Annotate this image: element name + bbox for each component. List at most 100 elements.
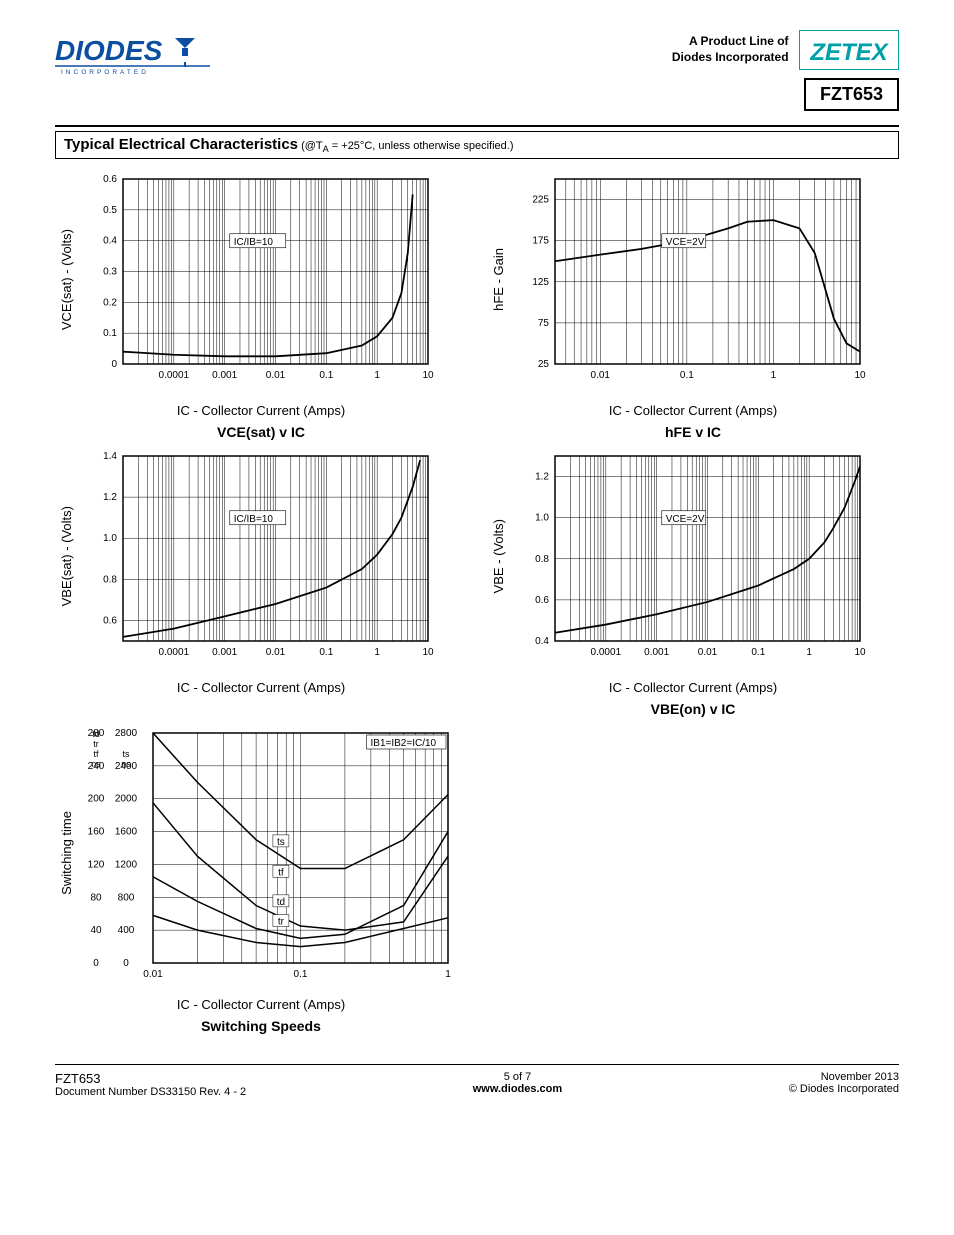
svg-text:ts: ts — [277, 837, 285, 848]
svg-text:1600: 1600 — [115, 827, 138, 838]
chart2-ylabel: hFE - Gain — [487, 248, 510, 311]
chart1-ylabel: VCE(sat) - (Volts) — [55, 229, 78, 330]
chart4-ylabel: VBE - (Volts) — [487, 519, 510, 593]
svg-text:25: 25 — [538, 359, 550, 370]
section-header: Typical Electrical Characteristics (@TA … — [55, 131, 899, 159]
svg-text:tr: tr — [278, 917, 285, 928]
svg-text:80: 80 — [90, 892, 102, 903]
svg-text:0.01: 0.01 — [266, 647, 286, 658]
svg-text:tf: tf — [93, 749, 99, 759]
svg-text:0.1: 0.1 — [751, 647, 765, 658]
svg-text:DIODES: DIODES — [55, 35, 163, 66]
section-title: Typical Electrical Characteristics — [64, 136, 298, 153]
chart3-ylabel: VBE(sat) - (Volts) — [55, 506, 78, 606]
footer: FZT653 Document Number DS33150 Rev. 4 - … — [55, 1064, 899, 1098]
header-rule — [55, 125, 899, 127]
svg-text:0.4: 0.4 — [535, 636, 549, 647]
chart-vbesat-ic: VBE(sat) - (Volts) 0.00010.0010.010.1110… — [55, 446, 467, 717]
svg-text:1.0: 1.0 — [103, 533, 117, 544]
svg-text:IB1=IB2=IC/10: IB1=IB2=IC/10 — [371, 738, 437, 749]
svg-text:1: 1 — [771, 370, 777, 381]
svg-text:10: 10 — [422, 370, 434, 381]
chart-vcesat-ic: VCE(sat) - (Volts) 0.00010.0010.010.1110… — [55, 169, 467, 440]
zetex-logo: ZETEX — [799, 30, 899, 70]
svg-text:0.1: 0.1 — [319, 647, 333, 658]
svg-text:VCE=2V: VCE=2V — [666, 514, 705, 525]
chart-switching: Switching time 0.010.11tdtrtfnstsns00404… — [55, 723, 467, 1034]
chart3-xlabel: IC - Collector Current (Amps) — [55, 680, 467, 695]
svg-text:td: td — [277, 897, 285, 908]
svg-text:1.2: 1.2 — [535, 472, 549, 483]
svg-text:tr: tr — [93, 739, 99, 749]
chart2-xlabel: IC - Collector Current (Amps) — [487, 403, 899, 418]
svg-text:0.2: 0.2 — [103, 298, 117, 309]
svg-text:0.001: 0.001 — [212, 370, 237, 381]
svg-text:0.3: 0.3 — [103, 267, 117, 278]
svg-text:ts: ts — [122, 749, 130, 759]
svg-text:1: 1 — [374, 370, 380, 381]
svg-text:0: 0 — [111, 359, 117, 370]
tagline-line2: Diodes Incorporated — [672, 50, 789, 64]
svg-text:0.001: 0.001 — [212, 647, 237, 658]
svg-text:0.4: 0.4 — [103, 236, 117, 247]
footer-url: www.diodes.com — [473, 1083, 562, 1095]
diodes-subtext: INCORPORATED — [61, 69, 149, 76]
svg-text:160: 160 — [88, 827, 105, 838]
svg-text:1.4: 1.4 — [103, 451, 117, 462]
chart-hfe-ic: hFE - Gain 0.010.11102575125175225VCE=2V… — [487, 169, 899, 440]
svg-text:10: 10 — [854, 647, 866, 658]
svg-text:40: 40 — [90, 925, 102, 936]
footer-date: November 2013 — [821, 1071, 899, 1083]
chart2-title: hFE v IC — [487, 424, 899, 440]
footer-copy: © Diodes Incorporated — [789, 1083, 899, 1095]
svg-text:ZETEX: ZETEX — [809, 39, 889, 66]
tagline: A Product Line of Diodes Incorporated — [672, 34, 789, 65]
svg-text:0.01: 0.01 — [591, 370, 611, 381]
svg-text:10: 10 — [854, 370, 866, 381]
footer-doc: Document Number DS33150 Rev. 4 - 2 — [55, 1086, 246, 1098]
svg-text:800: 800 — [118, 892, 135, 903]
svg-text:1: 1 — [445, 969, 451, 980]
svg-text:IC/IB=10: IC/IB=10 — [234, 514, 274, 525]
chart5-xlabel: IC - Collector Current (Amps) — [55, 997, 467, 1012]
chart-vbeon-ic: VBE - (Volts) 0.00010.0010.010.11100.40.… — [487, 446, 899, 717]
chart4-xlabel: IC - Collector Current (Amps) — [487, 680, 899, 695]
footer-part: FZT653 — [55, 1071, 101, 1086]
svg-text:175: 175 — [532, 236, 549, 247]
tagline-line1: A Product Line of — [689, 34, 789, 48]
svg-text:0.1: 0.1 — [680, 370, 694, 381]
svg-text:0.0001: 0.0001 — [159, 647, 190, 658]
svg-text:0.001: 0.001 — [644, 647, 669, 658]
svg-text:400: 400 — [118, 925, 135, 936]
chart1-title: VCE(sat) v IC — [55, 424, 467, 440]
footer-left: FZT653 Document Number DS33150 Rev. 4 - … — [55, 1071, 246, 1098]
svg-text:0.1: 0.1 — [294, 969, 308, 980]
svg-text:0.6: 0.6 — [535, 595, 549, 606]
svg-text:1.2: 1.2 — [103, 492, 117, 503]
svg-text:tf: tf — [278, 867, 284, 878]
svg-text:0.01: 0.01 — [698, 647, 718, 658]
svg-text:10: 10 — [422, 647, 434, 658]
svg-text:0.1: 0.1 — [319, 370, 333, 381]
svg-text:1: 1 — [806, 647, 812, 658]
part-number-box: FZT653 — [804, 78, 899, 111]
svg-text:2800: 2800 — [115, 728, 138, 739]
svg-text:1.0: 1.0 — [535, 513, 549, 524]
chart5-title: Switching Speeds — [55, 1018, 467, 1034]
header: DIODES INCORPORATED A Product Line of Di… — [55, 30, 899, 111]
svg-text:0.6: 0.6 — [103, 616, 117, 627]
chart1-xlabel: IC - Collector Current (Amps) — [55, 403, 467, 418]
svg-text:2400: 2400 — [115, 761, 138, 772]
svg-text:0.8: 0.8 — [535, 554, 549, 565]
footer-page: 5 of 7 — [504, 1071, 532, 1083]
diodes-logo: DIODES INCORPORATED — [55, 30, 215, 80]
svg-text:0.8: 0.8 — [103, 575, 117, 586]
svg-text:0: 0 — [123, 958, 129, 969]
svg-text:0: 0 — [93, 958, 99, 969]
svg-text:225: 225 — [532, 195, 549, 206]
svg-text:0.0001: 0.0001 — [159, 370, 190, 381]
svg-text:0.01: 0.01 — [143, 969, 163, 980]
svg-text:VCE=2V: VCE=2V — [666, 237, 705, 248]
footer-mid: 5 of 7 www.diodes.com — [473, 1071, 562, 1098]
svg-text:2000: 2000 — [115, 794, 138, 805]
